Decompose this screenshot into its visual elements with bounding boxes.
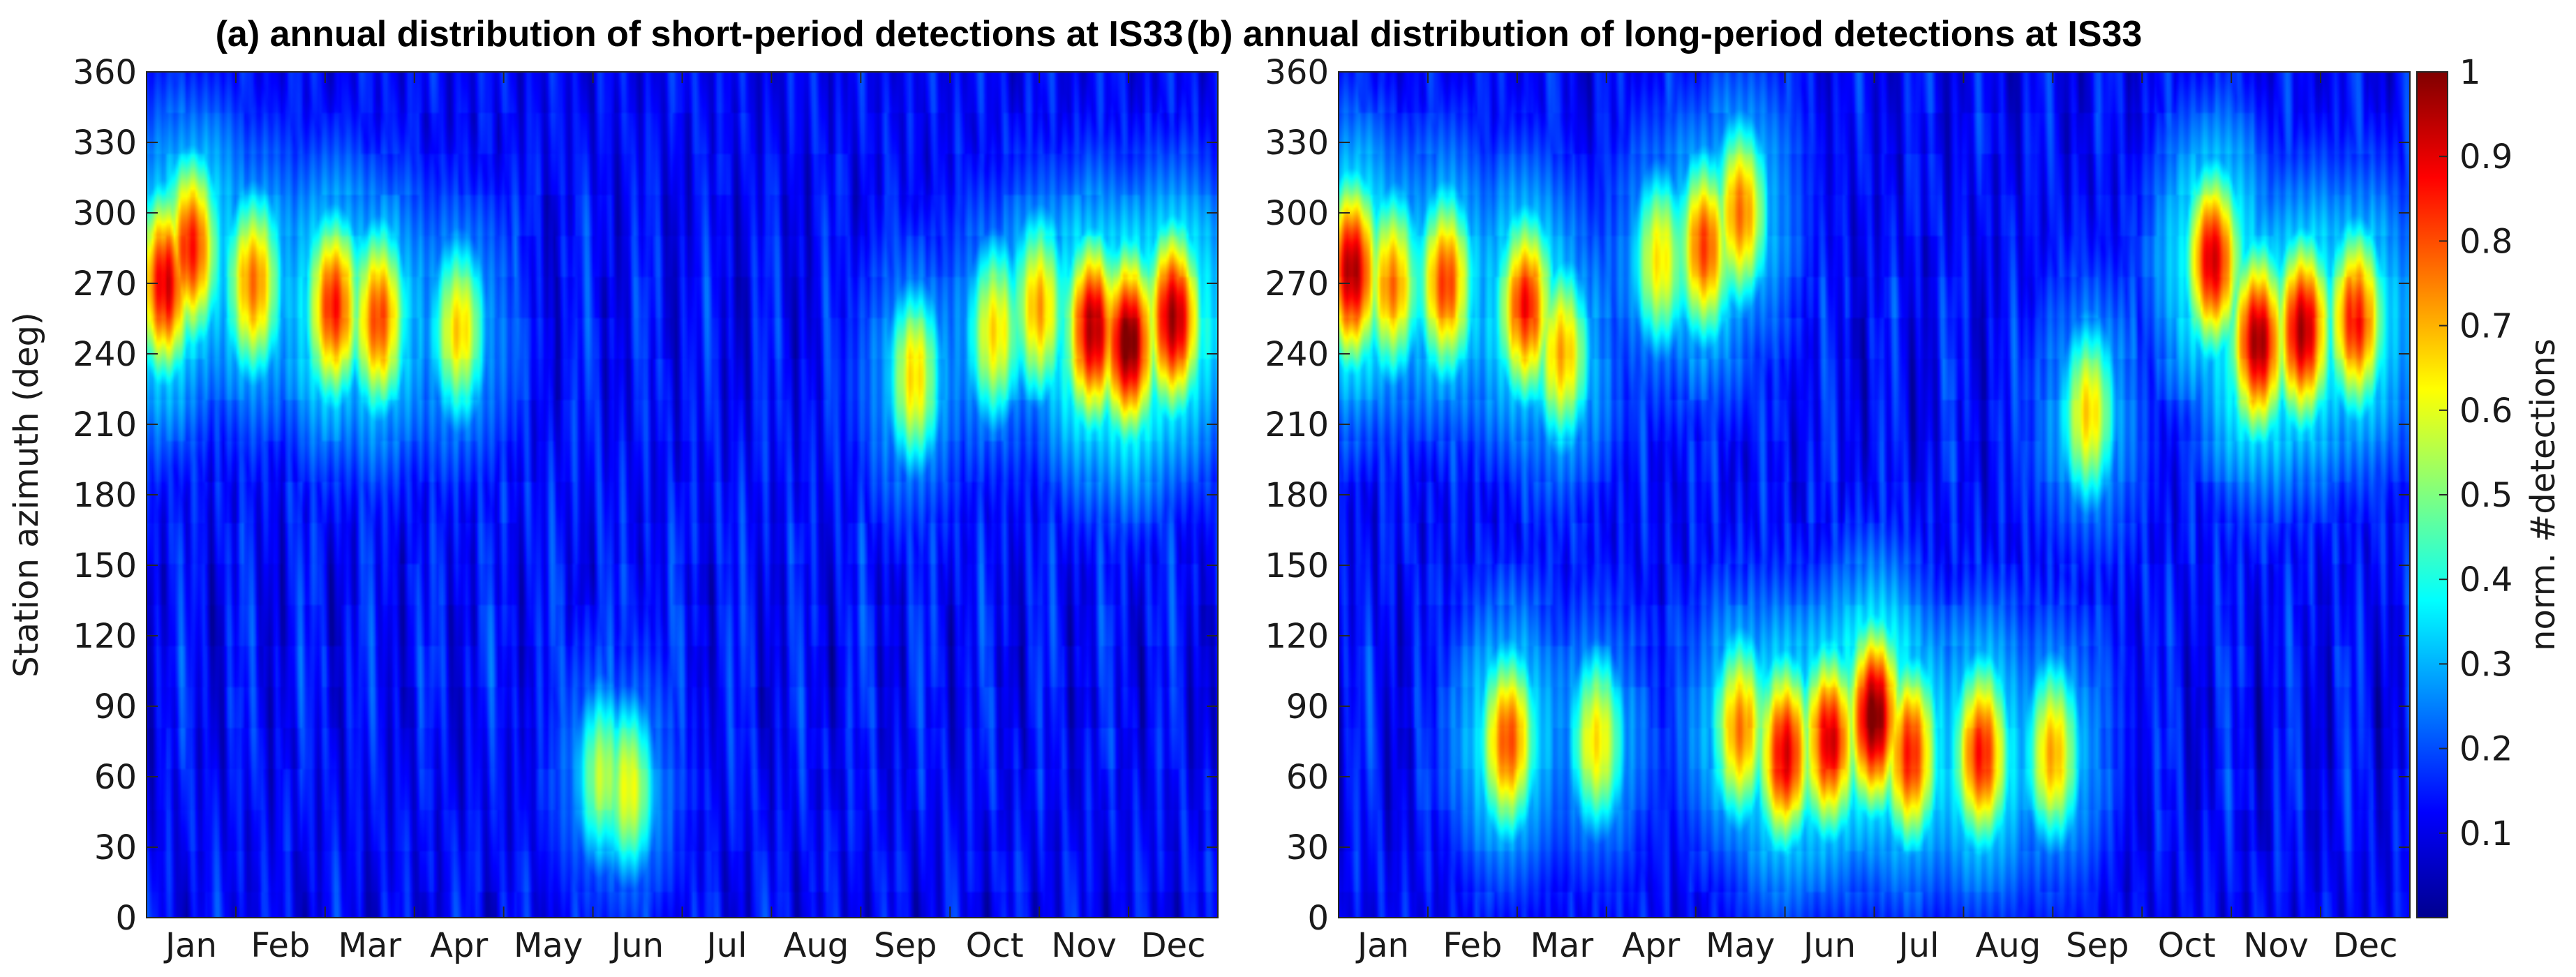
- x-tick-label-jan: Jan: [163, 926, 217, 965]
- y-tick-label: 0: [115, 899, 137, 938]
- panel-b: (b) annual distribution of long-period d…: [1186, 14, 2411, 965]
- colorbar-tick-label: 0.2: [2459, 730, 2512, 769]
- y-tick-label: 90: [94, 687, 137, 726]
- y-tick-label: 90: [1286, 687, 1329, 726]
- y-tick-label: 150: [73, 546, 137, 586]
- x-tick-label-aug: Aug: [784, 926, 849, 965]
- x-tick-label-dec: Dec: [1141, 926, 1206, 965]
- colorbar-tick-label: 0.3: [2459, 645, 2512, 684]
- colorbar-label: norm. #detections: [2524, 338, 2563, 651]
- colorbar: 0.1 0.2 0.3 0.4 0.5 0.6 0.7 0.8 0.9 1 norm. #dete…: [2416, 53, 2563, 918]
- x-tick-label-nov: Nov: [2243, 926, 2309, 965]
- colorbar-tick-label: 1: [2459, 53, 2481, 92]
- x-tick-label-dec: Dec: [2333, 926, 2398, 965]
- colorbar-tick-label: 0.8: [2459, 222, 2512, 261]
- y-axis-label: Station azimuth (deg): [7, 312, 46, 677]
- colorbar-tick-label: 0.4: [2459, 560, 2512, 599]
- x-tick-label-mar: Mar: [338, 926, 402, 965]
- x-tick-label-mar: Mar: [1531, 926, 1594, 965]
- colorbar-tick-label: 0.1: [2459, 814, 2512, 853]
- y-tick-label: 240: [73, 335, 137, 374]
- y-tick-label: 360: [1265, 53, 1329, 92]
- y-tick-label: 180: [1265, 476, 1329, 515]
- x-tick-label-apr: Apr: [430, 926, 488, 965]
- y-tick-label: 270: [1265, 264, 1329, 304]
- panel-a-y-ticks: 0 30 60 90 120 150 180 210 240 270 300 330 360: [73, 53, 1218, 938]
- y-tick-label: 30: [1286, 828, 1329, 867]
- panel-a: (a) annual distribution of short-period …: [7, 14, 1219, 965]
- y-tick-label: 210: [1265, 405, 1329, 445]
- x-tick-label-jul: Jul: [1896, 926, 1939, 965]
- x-tick-label-oct: Oct: [2158, 926, 2216, 965]
- x-tick-label-oct: Oct: [966, 926, 1024, 965]
- colorbar-ticks: 0.1 0.2 0.3 0.4 0.5 0.6 0.7 0.8 0.9 1: [2439, 53, 2512, 853]
- panel-b-title: (b) annual distribution of long-period d…: [1186, 14, 2142, 54]
- colorbar-tick-label: 0.9: [2459, 137, 2512, 177]
- y-tick-label: 150: [1265, 546, 1329, 586]
- y-tick-label: 360: [73, 53, 137, 92]
- x-tick-label-jul: Jul: [704, 926, 747, 965]
- y-tick-label: 300: [73, 194, 137, 233]
- y-tick-label: 270: [73, 264, 137, 304]
- y-tick-label: 60: [1286, 758, 1329, 797]
- x-tick-label-sep: Sep: [874, 926, 937, 965]
- y-tick-label: 60: [94, 758, 137, 797]
- y-tick-label: 330: [1265, 124, 1329, 163]
- x-tick-label-aug: Aug: [1976, 926, 2041, 965]
- panel-a-x-ticks: Jan Feb Mar Apr May Jun Jul Aug Sep Oct Nov Dec: [146, 72, 1206, 965]
- x-tick-label-apr: Apr: [1622, 926, 1680, 965]
- y-tick-label: 120: [73, 617, 137, 656]
- panel-b-x-ticks: Jan Feb Mar Apr May Jun Jul Aug Sep Oct Nov Dec: [1338, 72, 2398, 965]
- x-tick-label-jan: Jan: [1355, 926, 1409, 965]
- y-tick-label: 300: [1265, 194, 1329, 233]
- x-tick-label-may: May: [514, 926, 583, 965]
- x-tick-label-sep: Sep: [2066, 926, 2129, 965]
- y-tick-label: 240: [1265, 335, 1329, 374]
- panel-b-y-ticks: 0 30 60 90 120 150 180 210 240 270 300 330 360: [1265, 53, 2410, 938]
- x-tick-label-jun: Jun: [1801, 926, 1856, 965]
- x-tick-label-nov: Nov: [1051, 926, 1117, 965]
- y-tick-label: 180: [73, 476, 137, 515]
- y-tick-label: 30: [94, 828, 137, 867]
- y-tick-label: 120: [1265, 617, 1329, 656]
- panel-a-heatmap: [147, 72, 1218, 918]
- panel-b-heatmap: [1339, 72, 2410, 918]
- colorbar-tick-label: 0.5: [2459, 476, 2512, 515]
- x-tick-label-jun: Jun: [609, 926, 664, 965]
- colorbar-tick-label: 0.7: [2459, 307, 2512, 346]
- panel-a-title: (a) annual distribution of short-period …: [216, 14, 1184, 54]
- y-tick-label: 210: [73, 405, 137, 445]
- x-tick-label-may: May: [1706, 926, 1775, 965]
- x-tick-label-feb: Feb: [1443, 926, 1502, 965]
- y-tick-label: 0: [1307, 899, 1329, 938]
- colorbar-tick-label: 0.6: [2459, 391, 2512, 431]
- x-tick-label-feb: Feb: [251, 926, 310, 965]
- y-tick-label: 330: [73, 124, 137, 163]
